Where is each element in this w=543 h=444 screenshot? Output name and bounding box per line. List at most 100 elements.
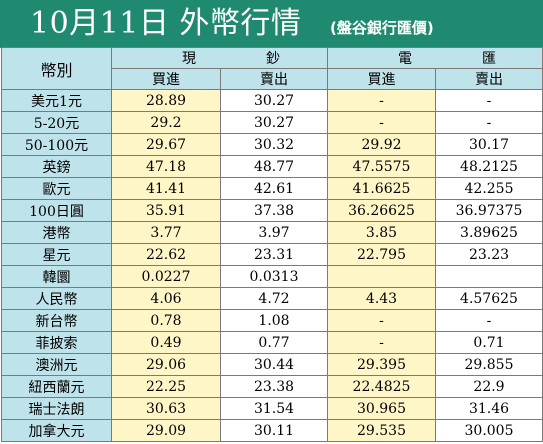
tt-buy-cell: 29.395 — [327, 353, 436, 376]
cash-buy-cell: 0.49 — [111, 331, 221, 354]
rate-source: (盤谷銀行匯價) — [330, 19, 434, 37]
tt-sell-cell: 29.855 — [435, 353, 543, 376]
tt-sell-cell: - — [435, 309, 543, 332]
tt-buy-cell: - — [327, 111, 436, 134]
currency-cell: 加拿大元 — [1, 419, 112, 442]
table-row: 人民幣 4.06 4.72 4.43 4.57625 — [1, 287, 543, 310]
tt-sell-cell: - — [435, 89, 543, 112]
tt-buy-cell: 3.85 — [327, 221, 436, 244]
currency-cell: 英鎊 — [1, 155, 112, 178]
tt-sell-cell: - — [435, 111, 543, 134]
table-row: 100日圓 35.91 37.38 36.26625 36.97375 — [1, 199, 543, 222]
cash-group-header: 現鈔 — [111, 47, 328, 69]
cash-sell-cell: 31.54 — [220, 397, 328, 420]
table-header-row: 幣別 現鈔 電匯 — [1, 47, 543, 90]
currency-cell: 5-20元 — [1, 111, 112, 134]
currency-cell: 紐西蘭元 — [1, 375, 112, 398]
cash-buy-cell: 4.06 — [111, 287, 221, 310]
currency-cell: 100日圓 — [1, 199, 112, 222]
tt-buy-cell: - — [327, 309, 436, 332]
tt-sell-header: 賣出 — [435, 68, 543, 90]
table-row: 美元1元 28.89 30.27- - — [1, 89, 543, 112]
table-row: 澳洲元 29.06 30.44 29.395 29.855 — [1, 353, 543, 376]
tt-buy-cell: 36.26625 — [327, 199, 436, 222]
currency-column-header: 幣別 — [1, 47, 112, 90]
tt-sell-cell: 22.9 — [435, 375, 543, 398]
page-title: 10月11日 外幣行情 — [30, 6, 302, 41]
table-row: 紐西蘭元 22.25 23.38 22.4825 22.9 — [1, 375, 543, 398]
cash-sell-cell: 3.97 — [220, 221, 328, 244]
cash-sell-cell: 30.27 — [220, 111, 328, 134]
table-row: 星元 22.62 23.31 22.795 23.23 — [1, 243, 543, 266]
telegraphic-transfer-group-header: 電匯 — [327, 47, 543, 69]
currency-cell: 歐元 — [1, 177, 112, 200]
tt-sell-cell: 30.17 — [435, 133, 543, 156]
exchange-rate-table: 幣別 現鈔 電匯 買進 賣出 買進 賣出 美元1元28.8930.27--5-2… — [1, 47, 543, 442]
tt-sell-cell: 36.97375 — [435, 199, 543, 222]
table-row: 瑞士法朗 30.63 31.54 30.965 31.46 — [1, 397, 543, 420]
cash-sell-cell: 0.77 — [220, 331, 328, 354]
table-row: 港幣 3.77 3.97 3.85 3.89625 — [1, 221, 543, 244]
tt-buy-cell: 30.965 — [327, 397, 436, 420]
table-row: 新台幣 0.78 1.08- - — [1, 309, 543, 332]
tt-sell-cell: 3.89625 — [435, 221, 543, 244]
table-row: 英鎊 47.18 48.77 47.5575 48.2125 — [1, 155, 543, 178]
currency-cell: 瑞士法朗 — [1, 397, 112, 420]
currency-cell: 港幣 — [1, 221, 112, 244]
currency-cell: 新台幣 — [1, 309, 112, 332]
tt-buy-cell: 4.43 — [327, 287, 436, 310]
title-bar: 10月11日 外幣行情 (盤谷銀行匯價) — [0, 0, 543, 48]
cash-buy-header: 買進 — [111, 68, 221, 90]
table-row: 50-100元 29.67 30.32 29.92 30.17 — [1, 133, 543, 156]
tt-sell-cell: 4.57625 — [435, 287, 543, 310]
cash-sell-header: 賣出 — [220, 68, 328, 90]
tt-buy-cell: 29.535 — [327, 419, 436, 442]
rate-rows: 美元1元 28.89 30.27- -5-20元 29.2 30.27- -50-100元 2… — [1, 89, 543, 442]
tt-buy-header: 買進 — [327, 68, 436, 90]
cash-sell-cell: 0.0313 — [220, 265, 328, 288]
table-row: 韓圜 0.0227 0.0313 — [1, 265, 543, 288]
cash-sell-cell: 48.77 — [220, 155, 328, 178]
tt-sell-cell: 48.2125 — [435, 155, 543, 178]
cash-buy-cell: 3.77 — [111, 221, 221, 244]
cash-buy-cell: 29.09 — [111, 419, 221, 442]
table-row: 歐元 41.41 42.61 41.6625 42.255 — [1, 177, 543, 200]
currency-cell: 人民幣 — [1, 287, 112, 310]
cash-sell-cell: 30.32 — [220, 133, 328, 156]
tt-buy-cell: 41.6625 — [327, 177, 436, 200]
cash-buy-cell: 0.78 — [111, 309, 221, 332]
tt-buy-cell — [327, 265, 436, 288]
cash-sell-cell: 30.44 — [220, 353, 328, 376]
tt-sell-cell — [435, 265, 543, 288]
table-row: 5-20元 29.2 30.27- - — [1, 111, 543, 134]
cash-buy-cell: 30.63 — [111, 397, 221, 420]
cash-sell-cell: 30.11 — [220, 419, 328, 442]
tt-buy-cell: 47.5575 — [327, 155, 436, 178]
currency-cell: 菲披索 — [1, 331, 112, 354]
cash-sell-cell: 42.61 — [220, 177, 328, 200]
tt-sell-cell: 31.46 — [435, 397, 543, 420]
tt-sell-cell: 0.71 — [435, 331, 543, 354]
table-row: 加拿大元 29.09 30.11 29.535 30.005 — [1, 419, 543, 442]
currency-cell: 星元 — [1, 243, 112, 266]
cash-buy-cell: 28.89 — [111, 89, 221, 112]
cash-sell-cell: 23.31 — [220, 243, 328, 266]
cash-sell-cell: 4.72 — [220, 287, 328, 310]
tt-buy-cell: - — [327, 331, 436, 354]
table-subheader-row: 買進 賣出 買進 賣出 — [2, 68, 543, 90]
tt-buy-cell: 22.4825 — [327, 375, 436, 398]
tt-sell-cell: 42.255 — [435, 177, 543, 200]
cash-buy-cell: 35.91 — [111, 199, 221, 222]
cash-buy-cell: 29.67 — [111, 133, 221, 156]
tt-buy-cell: 29.92 — [327, 133, 436, 156]
cash-buy-cell: 0.0227 — [111, 265, 221, 288]
currency-cell: 50-100元 — [1, 133, 112, 156]
currency-cell: 澳洲元 — [1, 353, 112, 376]
cash-sell-cell: 23.38 — [220, 375, 328, 398]
cash-buy-cell: 22.25 — [111, 375, 221, 398]
cash-buy-cell: 29.06 — [111, 353, 221, 376]
tt-buy-cell: 22.795 — [327, 243, 436, 266]
tt-sell-cell: 23.23 — [435, 243, 543, 266]
cash-sell-cell: 1.08 — [220, 309, 328, 332]
cash-sell-cell: 37.38 — [220, 199, 328, 222]
